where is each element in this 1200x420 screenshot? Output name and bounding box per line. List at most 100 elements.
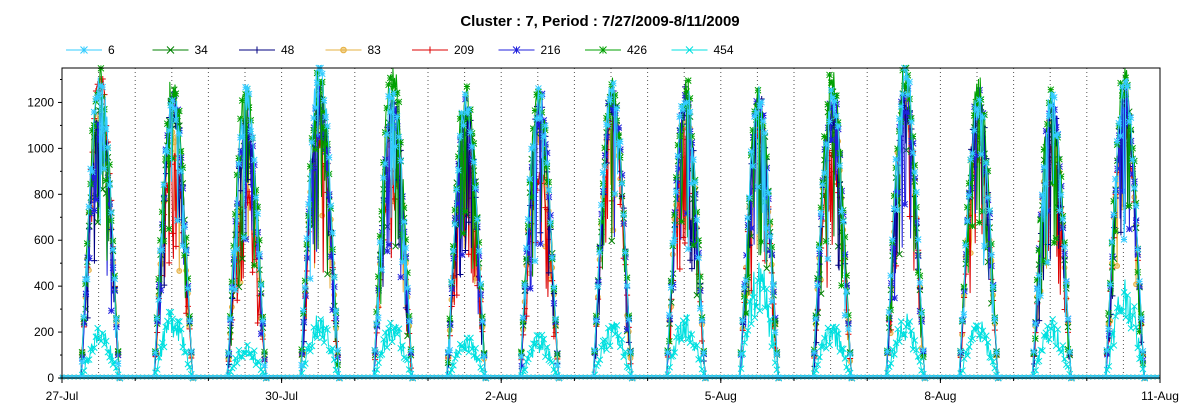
data-point <box>691 374 697 380</box>
data-point <box>908 327 915 335</box>
data-point <box>325 191 333 198</box>
data-point <box>80 367 88 374</box>
data-point <box>834 330 842 338</box>
data-point <box>838 187 846 195</box>
data-point <box>688 180 696 187</box>
data-point <box>83 275 91 283</box>
data-point <box>868 374 874 380</box>
data-point <box>615 331 622 339</box>
data-point <box>773 366 781 374</box>
data-point <box>961 374 967 380</box>
data-point <box>87 165 94 173</box>
data-point <box>448 285 456 293</box>
data-point <box>540 117 548 124</box>
data-point <box>808 374 814 380</box>
data-point <box>824 255 832 263</box>
legend-item-454: 454 <box>671 43 734 57</box>
data-point <box>604 122 612 129</box>
data-point <box>298 361 305 369</box>
data-point <box>1136 328 1143 336</box>
data-point <box>695 254 702 261</box>
data-point <box>833 92 840 100</box>
data-point <box>599 169 607 176</box>
data-point <box>993 349 1000 356</box>
data-point <box>107 217 115 224</box>
data-point <box>80 319 88 327</box>
data-point <box>238 97 246 104</box>
data-point <box>166 46 175 54</box>
data-point <box>1125 202 1133 210</box>
data-point <box>393 330 401 338</box>
data-point <box>479 318 486 325</box>
data-point <box>1117 229 1124 236</box>
data-point <box>824 374 830 380</box>
data-point <box>744 374 749 380</box>
data-point <box>240 234 248 242</box>
data-point <box>1114 263 1121 269</box>
data-point <box>771 314 779 322</box>
data-point <box>684 245 692 253</box>
data-point <box>521 281 529 289</box>
data-point <box>486 374 492 380</box>
data-point <box>974 101 981 108</box>
data-point <box>154 317 161 325</box>
data-point <box>545 193 553 201</box>
data-point <box>373 322 381 330</box>
data-point <box>1044 120 1051 128</box>
data-point <box>231 210 239 218</box>
data-point <box>247 116 255 124</box>
data-point <box>907 118 915 126</box>
data-point <box>369 374 375 380</box>
data-point <box>238 133 246 140</box>
data-point <box>334 346 342 354</box>
data-point <box>570 374 576 380</box>
data-point <box>1033 358 1041 366</box>
data-point <box>376 238 384 246</box>
data-point <box>466 374 471 380</box>
data-point <box>252 194 260 201</box>
data-point <box>1104 350 1111 358</box>
data-point <box>116 374 121 380</box>
data-point <box>1001 374 1007 380</box>
data-point <box>768 374 773 380</box>
data-point <box>876 374 882 380</box>
data-point <box>836 374 842 380</box>
legend-label: 34 <box>195 43 209 57</box>
data-point <box>1064 345 1072 353</box>
data-point <box>686 108 694 116</box>
data-point <box>826 341 834 349</box>
data-point <box>1107 282 1115 290</box>
data-point <box>327 253 335 261</box>
data-point <box>244 341 251 349</box>
data-point <box>233 171 241 179</box>
data-point <box>619 374 624 380</box>
data-point <box>937 374 943 380</box>
data-point <box>906 213 913 220</box>
data-point <box>128 374 133 380</box>
data-point <box>92 333 100 341</box>
series-line <box>62 67 1160 379</box>
data-point <box>399 342 406 349</box>
data-point <box>1059 215 1067 223</box>
data-point <box>691 178 699 186</box>
data-point <box>748 224 755 232</box>
data-point <box>833 323 840 331</box>
data-point <box>906 78 913 86</box>
data-point <box>297 374 302 380</box>
data-point <box>426 46 434 54</box>
data-point <box>622 249 629 256</box>
data-point <box>667 299 675 306</box>
data-point <box>1136 355 1143 363</box>
data-point <box>99 83 106 91</box>
data-point <box>102 177 110 184</box>
data-point <box>1039 347 1046 354</box>
data-point <box>764 189 772 197</box>
data-point <box>1037 346 1045 354</box>
data-point <box>1112 227 1119 235</box>
data-point <box>763 153 770 161</box>
data-point <box>200 374 206 380</box>
data-point <box>393 113 401 120</box>
data-point <box>678 217 685 225</box>
data-point <box>957 348 964 355</box>
data-point <box>972 98 980 106</box>
